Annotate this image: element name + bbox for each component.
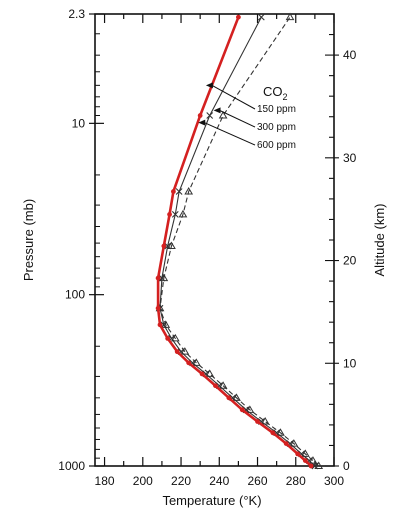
pressure-tick-label: 2.3 (68, 7, 85, 21)
data-point (175, 188, 183, 195)
data-point (232, 393, 241, 401)
data-point (170, 333, 180, 342)
data-point (174, 349, 180, 355)
data-point (164, 242, 172, 250)
altitude-tick-label: 30 (343, 151, 357, 165)
x-tick-label: 300 (324, 474, 344, 488)
legend-title: CO2 (263, 84, 288, 102)
data-point (283, 441, 289, 446)
x-tick-label: 180 (95, 474, 115, 488)
pressure-tick-label: 100 (65, 288, 85, 302)
legend: CO2 150 ppm 300 ppm 600 ppm (198, 82, 296, 151)
legend-label: 600 ppm (257, 140, 296, 151)
axis-ticks (89, 13, 339, 467)
data-point (285, 12, 295, 21)
x-tick-label: 220 (171, 474, 191, 488)
data-point (295, 451, 301, 457)
data-point (257, 13, 265, 21)
data-point (300, 449, 310, 457)
data-point (155, 275, 161, 281)
data-point (308, 456, 318, 464)
data-point (311, 462, 319, 470)
altitude-tick-label: 0 (343, 459, 350, 473)
data-point (167, 241, 176, 250)
data-point (157, 322, 163, 328)
data-point (255, 419, 260, 424)
data-point (236, 14, 241, 20)
data-point (199, 371, 205, 377)
data-point (158, 274, 166, 282)
x-axis-title: Temperature (°K) (162, 493, 261, 508)
data-point (218, 381, 228, 389)
data-point (167, 212, 172, 217)
series-layer (155, 12, 324, 470)
pressure-tick-label: 1000 (58, 459, 85, 473)
data-point (314, 461, 324, 469)
data-point (213, 383, 218, 389)
legend-arrow-head (213, 107, 221, 114)
x-tick-label: 280 (286, 474, 306, 488)
data-point (165, 336, 171, 341)
legend-subscript: 2 (283, 92, 288, 102)
data-point (289, 439, 299, 447)
data-point (206, 112, 214, 119)
right-axis-title: Altitude (km) (372, 204, 387, 277)
data-point (184, 187, 194, 195)
x-tick-label: 200 (133, 474, 153, 488)
legend-arrow-line (211, 84, 256, 110)
x-tick-label: 240 (209, 474, 229, 488)
legend-arrow-line (204, 122, 256, 146)
data-point (178, 209, 188, 218)
data-point (239, 407, 245, 413)
series-line-600-ppm (156, 16, 312, 467)
legend-arrow-line (219, 109, 256, 128)
altitude-tick-label: 20 (343, 254, 357, 268)
data-point (186, 360, 192, 366)
data-point (308, 463, 314, 469)
altitude-tick-label: 10 (343, 356, 357, 370)
legend-arrow-head (205, 82, 213, 89)
altitude-tick-label: 40 (343, 48, 357, 62)
data-point (302, 458, 308, 464)
data-point (197, 113, 203, 118)
series-line-150-ppm (159, 16, 320, 467)
legend-arrow-head (198, 119, 206, 126)
data-point (171, 211, 179, 218)
pressure-tick-label: 10 (72, 116, 86, 130)
x-tick-label: 260 (248, 474, 268, 488)
data-point (226, 395, 232, 401)
left-axis-title: Pressure (mb) (21, 199, 36, 281)
data-point (270, 430, 276, 436)
data-point (180, 347, 190, 355)
legend-label: 150 ppm (257, 104, 296, 115)
data-point (170, 189, 176, 194)
data-point (155, 305, 161, 311)
legend-label: 300 ppm (257, 122, 296, 133)
data-point (205, 369, 215, 377)
data-point (161, 243, 167, 249)
data-point (218, 111, 228, 119)
